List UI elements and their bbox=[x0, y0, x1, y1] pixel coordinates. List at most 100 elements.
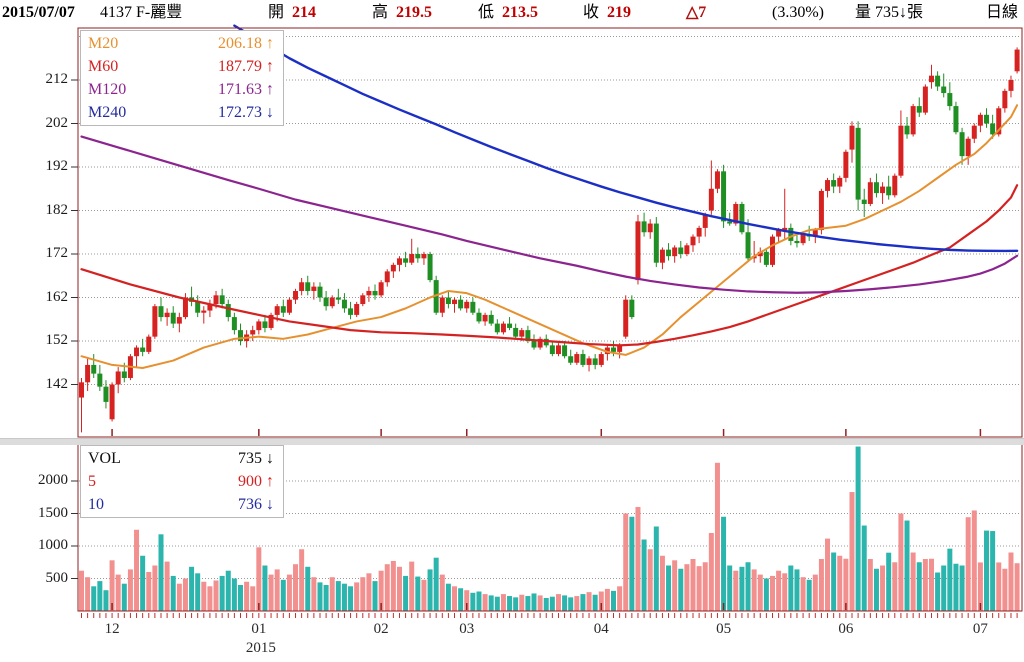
candle-body bbox=[739, 203, 745, 233]
volume-bar bbox=[916, 562, 922, 611]
candle-body bbox=[85, 364, 91, 383]
volume-bar bbox=[586, 592, 592, 611]
candle-body bbox=[1002, 90, 1008, 109]
volume-bar bbox=[782, 573, 788, 611]
candle-body bbox=[152, 306, 158, 337]
volume-bar bbox=[97, 581, 103, 611]
volume-value: 735 bbox=[875, 4, 900, 21]
candle-body bbox=[1014, 49, 1020, 72]
candle-body bbox=[213, 295, 219, 305]
price-axis-label: 202 bbox=[45, 114, 69, 131]
volume-bar bbox=[195, 573, 201, 611]
volume-bar bbox=[170, 575, 176, 611]
volume-bar bbox=[776, 570, 782, 611]
candle-body bbox=[935, 75, 941, 87]
candle-body bbox=[507, 323, 513, 328]
candle-body bbox=[757, 251, 763, 257]
volume-bar bbox=[127, 569, 133, 611]
ma-legend-row-m120: M120 171.63 ↑ bbox=[81, 78, 283, 101]
volume-bar bbox=[745, 562, 751, 611]
volume-bar bbox=[886, 552, 892, 611]
ma-legend-row-m240: M240 172.73 ↓ bbox=[81, 101, 283, 124]
price-axis-label: 152 bbox=[45, 332, 69, 348]
candle-body bbox=[623, 299, 629, 337]
candle-body bbox=[452, 299, 458, 305]
volume-bar bbox=[305, 566, 311, 611]
candle-body bbox=[482, 314, 488, 322]
price-axis-label: 212 bbox=[45, 71, 69, 87]
volume-bar bbox=[641, 539, 647, 611]
candle-body bbox=[274, 306, 280, 315]
volume-bar bbox=[941, 565, 947, 611]
volume-legend-row-ma10: 10 736 ↓ bbox=[81, 493, 283, 516]
volume-bar bbox=[519, 594, 525, 611]
candle-body bbox=[323, 297, 329, 307]
volume-bar bbox=[140, 555, 146, 611]
volume-bar bbox=[494, 596, 500, 611]
candle-body bbox=[519, 330, 525, 337]
volume-bar bbox=[378, 570, 384, 611]
candle-body bbox=[415, 254, 421, 259]
candle-body bbox=[500, 323, 506, 333]
candle-body bbox=[971, 125, 977, 139]
volume-bar bbox=[537, 595, 543, 611]
month-axis-label: 03 bbox=[459, 621, 475, 637]
candle-body bbox=[996, 108, 1002, 135]
volume-bar bbox=[831, 552, 837, 611]
candle-body bbox=[916, 106, 922, 113]
candle-body bbox=[531, 341, 537, 348]
period-selector[interactable]: 日線 bbox=[986, 4, 1019, 21]
volume-bar bbox=[629, 516, 635, 611]
volume-bar bbox=[152, 565, 158, 611]
candle-body bbox=[910, 106, 916, 135]
ma-legend: M20 206.18 ↑ M60 187.79 ↑ M120 171.63 ↑ … bbox=[80, 30, 284, 126]
volume-bar bbox=[244, 581, 250, 611]
volume-bar bbox=[794, 569, 800, 611]
volume-bar bbox=[843, 558, 849, 611]
change-percent: (3.30%) bbox=[772, 4, 824, 21]
candle-body bbox=[360, 295, 366, 305]
candle-body bbox=[421, 254, 427, 259]
price-axis-label: 192 bbox=[45, 158, 69, 174]
volume-bar bbox=[935, 572, 941, 611]
volume-bar bbox=[176, 583, 182, 611]
candle-body bbox=[250, 330, 256, 335]
volume-bar bbox=[959, 565, 965, 611]
volume-bar bbox=[769, 575, 775, 611]
candle-body bbox=[965, 138, 971, 157]
volume-bar bbox=[617, 586, 623, 611]
candle-body bbox=[219, 295, 225, 305]
candle-body bbox=[488, 314, 494, 324]
ma-line-m20 bbox=[80, 104, 1019, 369]
up-arrow-icon: ↑ bbox=[266, 81, 274, 98]
candle-body bbox=[237, 330, 243, 341]
volume-bar bbox=[488, 595, 494, 611]
volume-bar bbox=[873, 568, 879, 611]
volume-bar bbox=[904, 520, 910, 611]
volume-bar bbox=[739, 566, 745, 611]
volume-bar bbox=[1002, 568, 1008, 611]
ma-line-m60 bbox=[80, 184, 1019, 347]
ma240-label: M240 bbox=[88, 104, 127, 121]
candle-body bbox=[182, 297, 188, 318]
price-axis-label: 182 bbox=[45, 201, 69, 218]
volume-bar bbox=[219, 575, 225, 611]
volume-bar bbox=[580, 594, 586, 611]
candle-body bbox=[354, 304, 360, 315]
pane-separator bbox=[0, 438, 1024, 445]
volume-bar bbox=[910, 552, 916, 611]
volume-bar bbox=[806, 579, 812, 611]
ma-line-m240 bbox=[233, 24, 1019, 253]
month-axis-label: 12 bbox=[104, 621, 120, 637]
candle-body bbox=[513, 327, 519, 337]
ma-line-m120 bbox=[80, 135, 1019, 294]
candle-body bbox=[727, 221, 733, 224]
volume-bar bbox=[812, 574, 818, 611]
candle-body bbox=[225, 304, 231, 318]
candle-body bbox=[1008, 80, 1014, 91]
candle-body bbox=[317, 286, 323, 298]
volume-bar bbox=[965, 517, 971, 611]
candle-body bbox=[666, 249, 672, 257]
year-axis-label: 2015 bbox=[245, 640, 276, 656]
